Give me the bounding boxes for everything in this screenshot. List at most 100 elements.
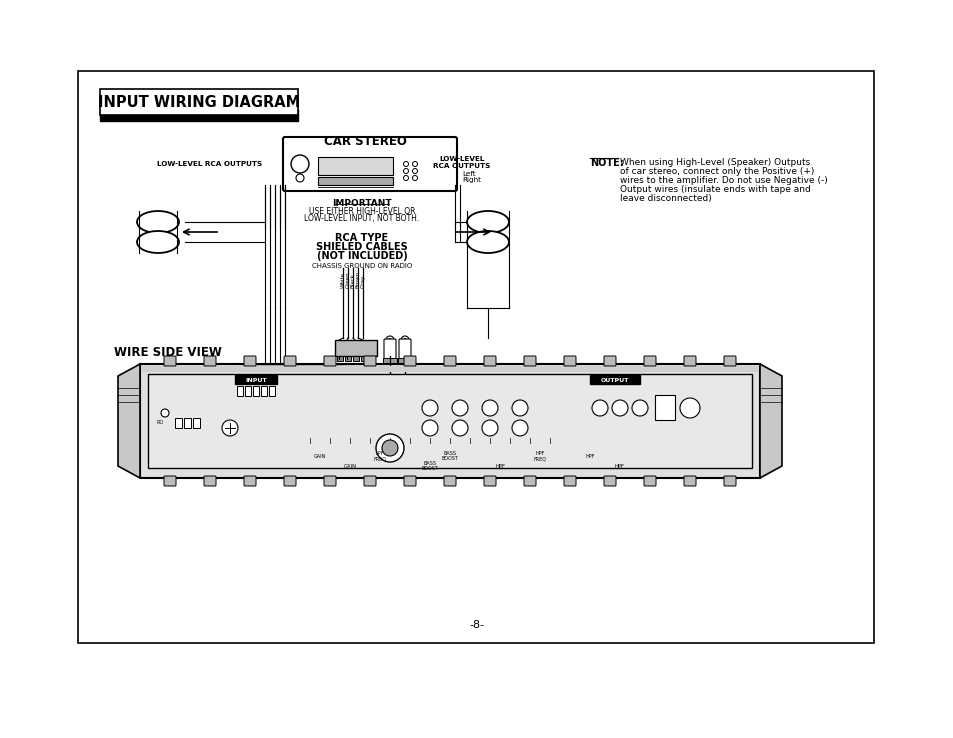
FancyBboxPatch shape <box>284 476 295 486</box>
Bar <box>345 356 351 361</box>
FancyBboxPatch shape <box>398 339 411 361</box>
Text: HPF: HPF <box>495 463 504 469</box>
Circle shape <box>403 162 408 167</box>
Circle shape <box>512 400 527 416</box>
FancyBboxPatch shape <box>523 476 536 486</box>
FancyBboxPatch shape <box>244 476 255 486</box>
Bar <box>317 177 393 185</box>
Circle shape <box>412 162 417 167</box>
FancyBboxPatch shape <box>403 356 416 366</box>
FancyBboxPatch shape <box>403 476 416 486</box>
FancyBboxPatch shape <box>483 356 496 366</box>
Bar <box>245 386 251 396</box>
Text: White: White <box>340 272 345 288</box>
Text: LOW-LEVEL: LOW-LEVEL <box>438 156 484 162</box>
Bar <box>174 418 182 428</box>
Bar <box>397 358 412 365</box>
Circle shape <box>403 176 408 181</box>
FancyBboxPatch shape <box>164 356 175 366</box>
Text: GAIN: GAIN <box>343 463 356 469</box>
Text: Black: Black <box>350 273 355 288</box>
Bar <box>100 110 297 121</box>
Bar <box>261 386 267 396</box>
Ellipse shape <box>137 231 179 253</box>
Ellipse shape <box>467 211 509 233</box>
Text: RO: RO <box>156 420 163 425</box>
FancyBboxPatch shape <box>204 356 215 366</box>
Circle shape <box>481 420 497 436</box>
FancyBboxPatch shape <box>284 356 295 366</box>
Bar <box>655 395 675 420</box>
Text: RCA TYPE: RCA TYPE <box>335 233 388 243</box>
Circle shape <box>452 420 468 436</box>
Bar <box>234 375 276 384</box>
Circle shape <box>291 155 309 173</box>
Text: NOTE:: NOTE: <box>589 158 623 168</box>
Text: wires to the amplifier. Do not use Negative (-): wires to the amplifier. Do not use Negat… <box>619 176 827 185</box>
Bar <box>140 364 760 478</box>
FancyBboxPatch shape <box>603 476 616 486</box>
Circle shape <box>403 168 408 173</box>
Circle shape <box>388 339 391 342</box>
FancyBboxPatch shape <box>563 356 576 366</box>
Text: leave disconnected): leave disconnected) <box>619 194 711 203</box>
Text: Gray: Gray <box>360 275 365 288</box>
Circle shape <box>512 420 527 436</box>
FancyBboxPatch shape <box>324 356 335 366</box>
Circle shape <box>375 434 403 462</box>
FancyBboxPatch shape <box>384 339 395 361</box>
Ellipse shape <box>137 211 179 233</box>
Bar <box>335 340 376 356</box>
Text: LPF
FREQ: LPF FREQ <box>374 451 386 461</box>
Bar <box>369 356 375 361</box>
Bar <box>353 356 358 361</box>
FancyBboxPatch shape <box>443 476 456 486</box>
Text: OUTPUT: OUTPUT <box>600 378 629 382</box>
Circle shape <box>452 400 468 416</box>
FancyBboxPatch shape <box>204 476 215 486</box>
Polygon shape <box>760 364 781 478</box>
Text: GAIN: GAIN <box>314 453 326 458</box>
Circle shape <box>400 336 409 344</box>
Text: HPF: HPF <box>615 463 624 469</box>
Polygon shape <box>118 364 140 478</box>
FancyBboxPatch shape <box>483 476 496 486</box>
Bar <box>400 363 409 373</box>
Circle shape <box>421 420 437 436</box>
Circle shape <box>412 168 417 173</box>
Circle shape <box>421 400 437 416</box>
Text: LOW-LEVEL INPUT, NOT BOTH.: LOW-LEVEL INPUT, NOT BOTH. <box>304 213 419 222</box>
Text: Output wires (insulate ends with tape and: Output wires (insulate ends with tape an… <box>619 185 810 194</box>
Bar <box>148 374 751 468</box>
Circle shape <box>631 400 647 416</box>
Text: HPF: HPF <box>585 453 594 458</box>
FancyBboxPatch shape <box>283 137 456 191</box>
Bar <box>193 418 200 428</box>
FancyBboxPatch shape <box>723 356 735 366</box>
Text: INPUT WIRING DIAGRAM: INPUT WIRING DIAGRAM <box>98 94 300 109</box>
Text: INPUT: INPUT <box>245 378 267 382</box>
FancyBboxPatch shape <box>723 476 735 486</box>
Text: USE EITHER HIGH-LEVEL OR: USE EITHER HIGH-LEVEL OR <box>309 207 415 215</box>
Circle shape <box>386 336 394 344</box>
FancyBboxPatch shape <box>324 476 335 486</box>
Bar <box>100 89 297 115</box>
Text: BASS
BOOST: BASS BOOST <box>441 451 458 461</box>
Text: CAR STEREO: CAR STEREO <box>323 134 406 148</box>
Text: Left: Left <box>461 171 476 177</box>
Circle shape <box>381 440 397 456</box>
Text: Right: Right <box>461 177 480 183</box>
Text: (NOT INCLUDED): (NOT INCLUDED) <box>316 251 407 261</box>
Circle shape <box>222 420 237 436</box>
Text: of car stereo, connect only the Positive (+): of car stereo, connect only the Positive… <box>619 167 814 176</box>
Text: IMPORTANT: IMPORTANT <box>332 199 392 207</box>
FancyBboxPatch shape <box>683 356 696 366</box>
FancyBboxPatch shape <box>244 356 255 366</box>
Text: -8-: -8- <box>469 620 484 630</box>
Bar <box>253 386 258 396</box>
Bar <box>317 157 393 175</box>
Circle shape <box>679 398 700 418</box>
Bar <box>78 71 873 643</box>
Circle shape <box>592 400 607 416</box>
Text: SHIELED CABLES: SHIELED CABLES <box>315 242 408 252</box>
